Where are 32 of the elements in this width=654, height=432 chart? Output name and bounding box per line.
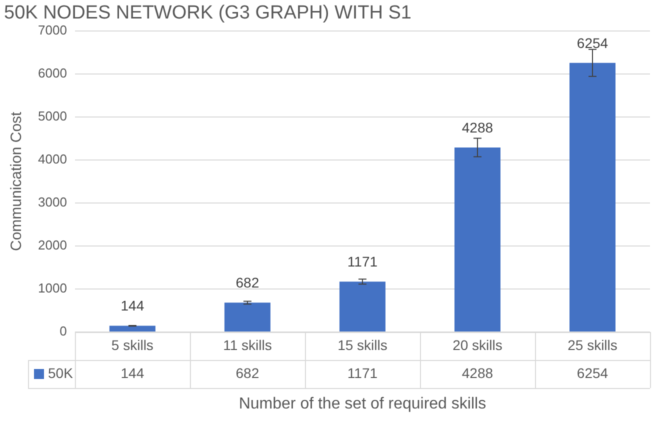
y-tick-label: 3000 xyxy=(38,194,67,210)
x-tick-label: 25 skills xyxy=(568,336,618,353)
y-tick-label: 7000 xyxy=(38,22,67,38)
data-label: 1171 xyxy=(347,364,378,381)
data-label: 4288 xyxy=(462,364,494,381)
bar xyxy=(569,62,616,332)
annotation: 4288 xyxy=(462,119,494,136)
data-label: 682 xyxy=(236,364,260,381)
x-axis-title: Number of the set of required skills xyxy=(238,395,486,412)
x-tick-label: 11 skills xyxy=(223,336,272,353)
y-tick-label: 0 xyxy=(60,324,67,339)
y-tick-label: 4000 xyxy=(38,151,67,166)
y-tick-label: 6000 xyxy=(38,65,67,80)
data-label: 6254 xyxy=(576,364,608,381)
bar xyxy=(224,302,270,332)
annotation: 682 xyxy=(236,274,260,291)
bar xyxy=(109,326,156,332)
x-tick-label: 20 skills xyxy=(452,336,502,353)
x-tick-label: 15 skills xyxy=(338,336,388,353)
y-tick-label: 2000 xyxy=(38,238,67,253)
y-tick-label: 1000 xyxy=(38,280,67,296)
chart-title: 50K NODES NETWORK (G3 GRAPH) WITH S1 xyxy=(4,2,412,24)
y-tick-label: 5000 xyxy=(38,108,67,124)
annotation: 6254 xyxy=(576,34,608,51)
data-label: 144 xyxy=(120,364,144,381)
annotation: 1171 xyxy=(347,253,378,270)
bar xyxy=(454,147,500,332)
bar xyxy=(339,282,386,332)
legend-label: 50K xyxy=(48,364,74,381)
y-axis-title: Communication Cost xyxy=(8,110,26,252)
x-tick-label: 5 skills xyxy=(111,336,154,353)
annotation: 144 xyxy=(120,298,144,314)
